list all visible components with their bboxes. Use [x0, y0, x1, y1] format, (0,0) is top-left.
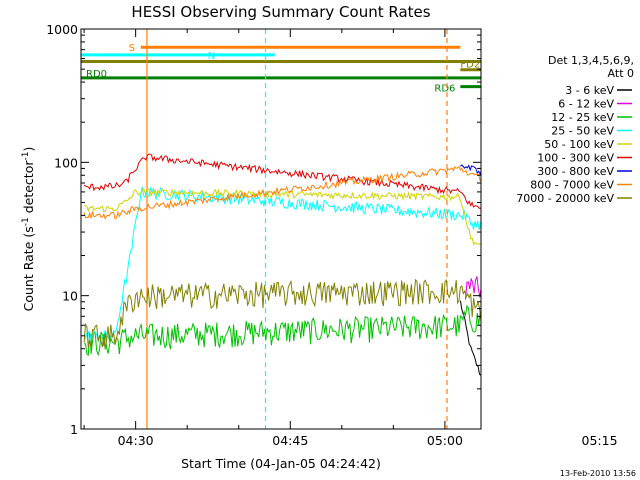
series-7000-20000-kev — [83, 278, 481, 350]
y-axis-label-sup1: -1 — [21, 217, 31, 226]
series-6-12-kev — [465, 276, 481, 300]
y-tick-label: 1000 — [46, 22, 78, 37]
y-tick-label: 10 — [62, 289, 78, 304]
plot-frame — [80, 28, 482, 430]
legend-entry-label: 6 - 12 keV — [558, 98, 614, 111]
series-100-300-kev — [83, 153, 481, 211]
footer-timestamp: 13-Feb-2010 13:56 — [560, 469, 636, 478]
y-tick-label: 100 — [54, 155, 78, 170]
flag-label-fd2: FD2 — [460, 60, 480, 71]
legend-entry-label: 25 - 50 keV — [551, 125, 614, 138]
y-axis-label-mid: detector — [21, 160, 36, 218]
y-axis-label-main: Count Rate (s — [21, 226, 36, 311]
y-tick-label: 1 — [70, 422, 78, 437]
series-3-6-kev — [459, 300, 481, 379]
legend-entry-label: 800 - 7000 keV — [530, 179, 614, 192]
y-axis-label: Count Rate (s-1 detector-1) — [21, 147, 36, 312]
legend-entry-label: 300 - 800 keV — [537, 165, 614, 178]
legend-header-line-1: Det 1,3,4,5,6,9, — [548, 54, 634, 67]
chart-title: HESSI Observing Summary Count Rates — [131, 3, 430, 21]
flag-label-rd6: RD6 — [434, 84, 455, 95]
series-12-25-kev — [84, 304, 481, 357]
x-tick-label: 05:00 — [427, 433, 463, 448]
legend-entry-label: 50 - 100 keV — [544, 138, 614, 151]
series-800-7000-kev — [83, 166, 481, 221]
flag-label-s: S — [129, 43, 135, 54]
x-tick-label: 04:45 — [272, 433, 308, 448]
legend-header-line-2: Att 0 — [608, 67, 634, 80]
flag-label-n: N — [208, 51, 215, 62]
series-50-100-kev — [84, 188, 481, 247]
flag-label-fd1: FD1 — [486, 51, 506, 62]
legend-entry-label: 7000 - 20000 keV — [516, 192, 614, 205]
legend-entry-label: 100 - 300 keV — [537, 152, 614, 165]
y-axis-label-end: ) — [21, 147, 36, 152]
legend-entry-label: 3 - 6 keV — [565, 84, 614, 97]
x-tick-label: 05:15 — [582, 433, 618, 448]
series-25-50-kev — [83, 186, 481, 343]
flag-label-rd0: RD0 — [86, 69, 107, 80]
y-axis-label-sup2: -1 — [21, 152, 31, 161]
legend-entry-label: 12 - 25 keV — [551, 111, 614, 124]
x-axis-label: Start Time (04-Jan-05 04:24:42) — [181, 456, 381, 471]
x-tick-label: 04:30 — [118, 433, 154, 448]
